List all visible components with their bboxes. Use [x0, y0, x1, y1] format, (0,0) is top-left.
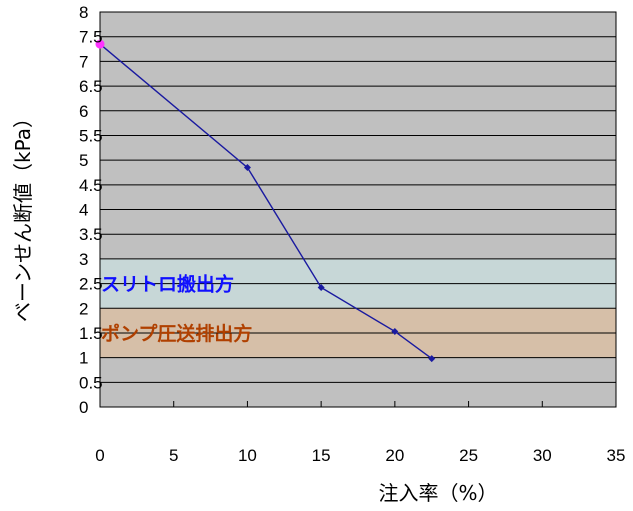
- data-point: [391, 327, 399, 335]
- y-axis-title: ベーンせん断値（kPa）: [11, 108, 35, 322]
- x-tick-label: 20: [385, 446, 404, 465]
- x-tick-label: 30: [533, 446, 552, 465]
- plot-border: [99, 11, 617, 408]
- y-tick-label: 7: [79, 52, 88, 71]
- x-tick-label: 15: [312, 446, 331, 465]
- x-tick-label: 35: [607, 446, 626, 465]
- y-tick-label: 3: [79, 250, 88, 269]
- y-tick-label: 1: [79, 349, 88, 368]
- x-tick-label: 0: [95, 446, 104, 465]
- y-tick-label: 2.5: [79, 275, 103, 294]
- y-tick-label: 5: [79, 151, 88, 170]
- y-tick-label: 5.5: [79, 126, 103, 145]
- y-tick-label: 4: [79, 201, 88, 220]
- data-point: [428, 355, 436, 363]
- y-tick-label: 6.5: [79, 77, 103, 96]
- y-tick-label: 1.5: [79, 324, 103, 343]
- y-tick-label: 4.5: [79, 176, 103, 195]
- data-point: [317, 284, 325, 292]
- data-point: [95, 39, 105, 49]
- y-tick-label: 7.5: [79, 28, 103, 47]
- x-tick-label: 5: [169, 446, 178, 465]
- data-point: [243, 164, 251, 172]
- y-tick-label: 0: [79, 398, 88, 417]
- y-tick-label: 6: [79, 102, 88, 121]
- x-tick-label: 25: [459, 446, 478, 465]
- y-tick-label: 0.5: [79, 373, 103, 392]
- y-tick-label: 2: [79, 299, 88, 318]
- band-label-1: スリトロ搬出方: [101, 273, 234, 296]
- band-label-2: ポンプ圧送排出方: [101, 322, 252, 345]
- y-tick-label: 3.5: [79, 225, 103, 244]
- x-axis-title: 注入率（%）: [378, 481, 497, 505]
- y-tick-label: 8: [79, 3, 88, 22]
- x-tick-label: 10: [238, 446, 257, 465]
